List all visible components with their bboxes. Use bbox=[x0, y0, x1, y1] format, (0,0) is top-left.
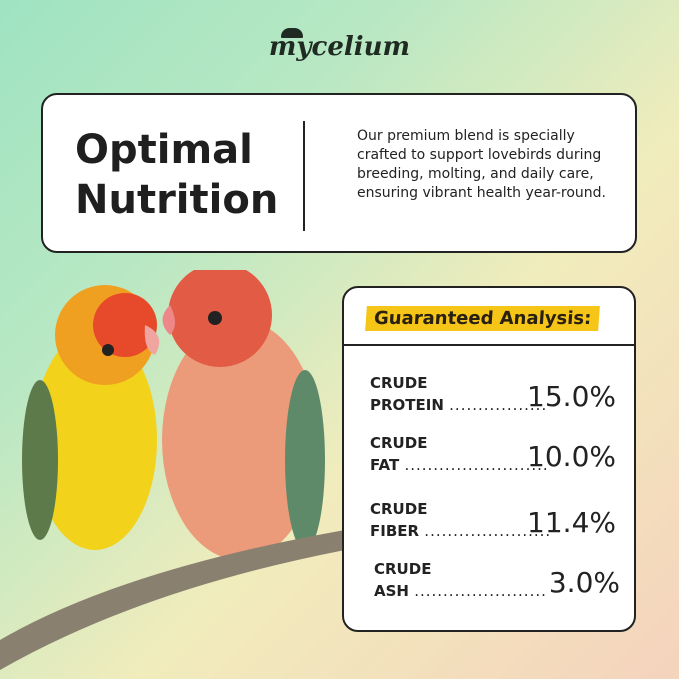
row-label: CRUDE bbox=[374, 560, 432, 578]
analysis-row-ash: CRUDE ASH ....................... 3.0% bbox=[374, 558, 630, 608]
title-line-1: Optimal bbox=[75, 127, 253, 173]
row-value: 15.0% bbox=[527, 380, 616, 413]
analysis-header: Guaranteed Analysis: bbox=[344, 288, 634, 346]
intro-card: Optimal Nutrition Our premium blend is sp… bbox=[41, 93, 637, 253]
row-value: 3.0% bbox=[548, 566, 620, 599]
row-label: PROTEIN bbox=[370, 396, 444, 414]
lovebirds-image bbox=[0, 270, 345, 670]
analysis-row-fat: CRUDE FAT ......................... 10.0% bbox=[370, 432, 626, 482]
row-value: 10.0% bbox=[527, 440, 616, 473]
row-label: CRUDE bbox=[370, 434, 428, 452]
guaranteed-analysis-panel: Guaranteed Analysis: CRUDE PROTEIN ......… bbox=[342, 286, 636, 632]
dot-leader: ...................... bbox=[424, 522, 552, 540]
intro-description: Our premium blend is specially crafted t… bbox=[357, 128, 606, 201]
dot-leader: ......................... bbox=[404, 456, 549, 474]
intro-title: Optimal Nutrition bbox=[75, 125, 278, 225]
row-label: FIBER bbox=[370, 522, 420, 540]
row-label: CRUDE bbox=[370, 500, 428, 518]
row-label: ASH bbox=[374, 582, 409, 600]
analysis-row-fiber: CRUDE FIBER ...................... 11.4% bbox=[370, 498, 626, 548]
brand-logo: mycelium bbox=[0, 28, 679, 62]
mushroom-icon bbox=[280, 28, 303, 38]
analysis-heading: Guaranteed Analysis: bbox=[365, 306, 601, 331]
row-label: CRUDE bbox=[370, 374, 428, 392]
title-line-2: Nutrition bbox=[75, 177, 279, 223]
dot-leader: ................. bbox=[449, 396, 548, 414]
row-value: 11.4% bbox=[527, 506, 616, 539]
dot-leader: ....................... bbox=[414, 582, 547, 600]
analysis-row-protein: CRUDE PROTEIN ................. 15.0% bbox=[370, 372, 626, 422]
divider bbox=[303, 121, 305, 231]
row-label: FAT bbox=[370, 456, 400, 474]
